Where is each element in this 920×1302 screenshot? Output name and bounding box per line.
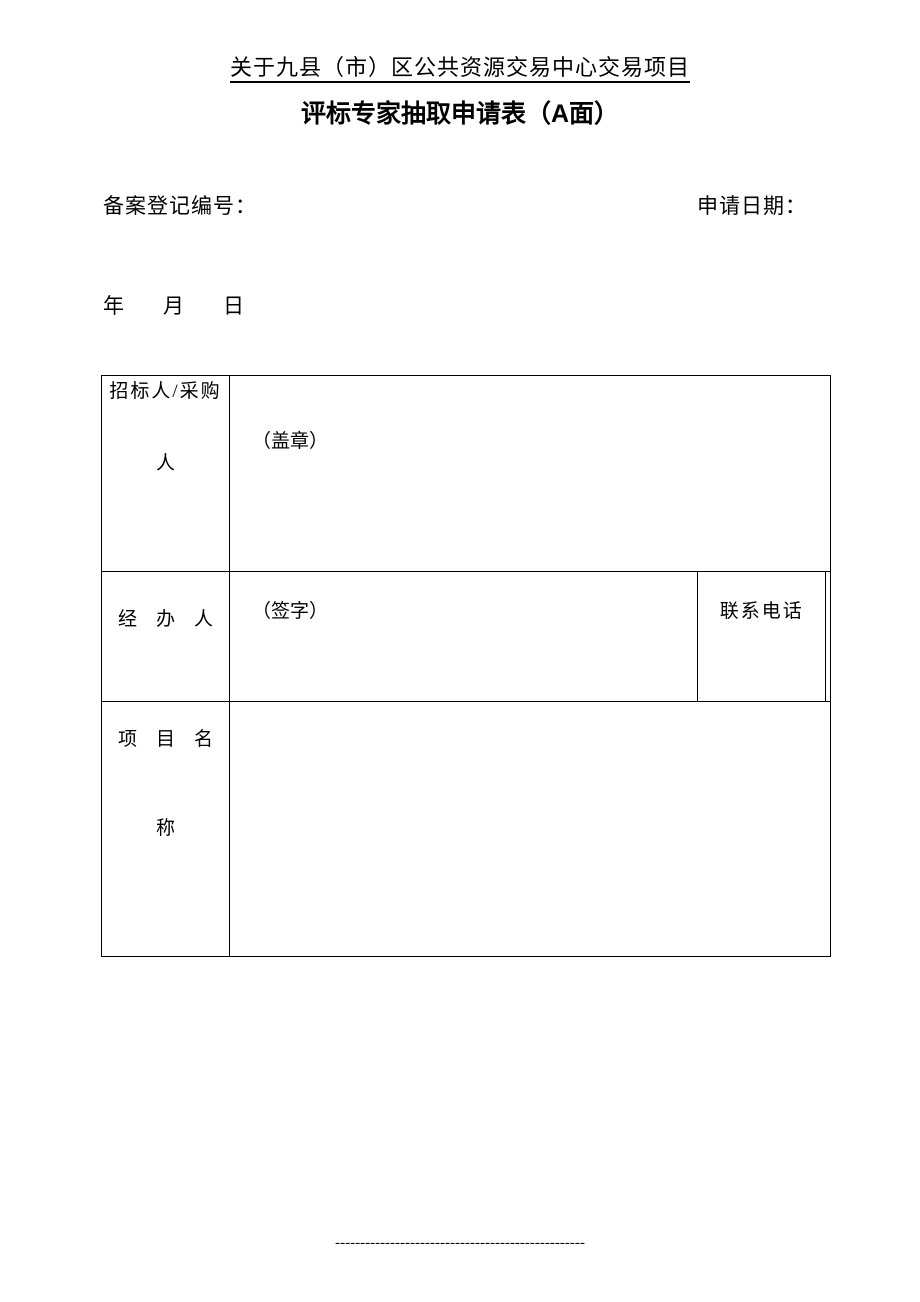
- handler-char-3: 人: [194, 604, 213, 631]
- signature-placeholder: （签字）: [252, 601, 328, 622]
- handler-char-1: 经: [118, 604, 137, 631]
- project-char-3: 名: [194, 724, 213, 751]
- tenderer-stamp-cell: （盖章）: [230, 376, 831, 572]
- project-name-value-cell: [230, 702, 831, 957]
- handler-char-2: 办: [156, 604, 175, 631]
- project-label-line2: 称: [102, 813, 229, 840]
- application-date-label: 申请日期：: [697, 190, 807, 220]
- phone-value-cell: [826, 572, 831, 702]
- table-row: 招标人/采购 人 （盖章）: [102, 376, 831, 572]
- tenderer-label-line1: 招标人/采购: [102, 376, 229, 403]
- date-month-label: 月: [163, 294, 185, 318]
- stamp-placeholder: （盖章）: [252, 431, 328, 452]
- handler-label-cell: 经 办 人: [102, 572, 230, 702]
- header-title: 关于九县（市）区公共资源交易中心交易项目: [95, 50, 825, 82]
- date-fields: 年月日: [95, 290, 825, 320]
- handler-signature-cell: （签字）: [230, 572, 698, 702]
- phone-label: 联系电话: [720, 601, 804, 622]
- tenderer-label-line2: 人: [102, 448, 229, 475]
- project-name-label-cell: 项 目 名 称: [102, 702, 230, 957]
- date-day-label: 日: [223, 294, 245, 318]
- date-year-label: 年: [103, 294, 125, 318]
- project-char-2: 目: [156, 724, 175, 751]
- tenderer-label-cell: 招标人/采购 人: [102, 376, 230, 572]
- registration-number-label: 备案登记编号：: [103, 190, 257, 220]
- info-row: 备案登记编号： 申请日期：: [95, 190, 825, 220]
- table-row: 项 目 名 称: [102, 702, 831, 957]
- footer-separator: ----------------------------------------…: [0, 1235, 920, 1252]
- phone-label-cell: 联系电话: [698, 572, 826, 702]
- document-page: 关于九县（市）区公共资源交易中心交易项目 评标专家抽取申请表（A面） 备案登记编…: [0, 0, 920, 957]
- table-row: 经 办 人 （签字） 联系电话: [102, 572, 831, 702]
- project-char-1: 项: [118, 724, 137, 751]
- form-title: 评标专家抽取申请表（A面）: [95, 94, 825, 130]
- application-form-table: 招标人/采购 人 （盖章） 经 办 人 （签字） 联系电话: [101, 375, 831, 957]
